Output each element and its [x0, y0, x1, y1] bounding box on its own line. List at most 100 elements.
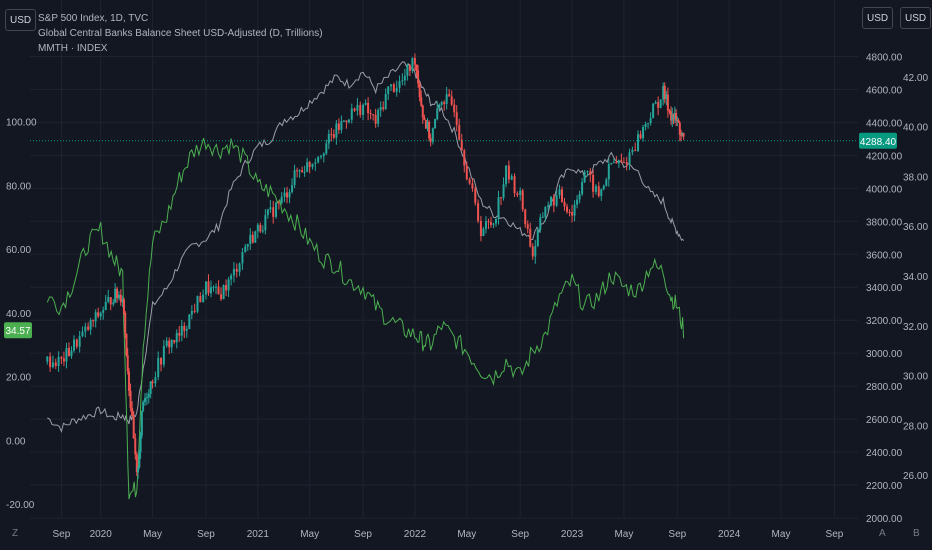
sp500-candle-body	[119, 294, 122, 303]
sp500-candle-body	[364, 102, 367, 105]
legend-mmth[interactable]: MMTH · INDEX	[38, 43, 108, 54]
sp500-candle-body	[81, 331, 84, 337]
sp500-candle-body	[465, 165, 468, 180]
sp500-candle-body	[225, 285, 228, 291]
sp500-candle-body	[94, 312, 97, 322]
sp500-candle-body	[589, 171, 592, 175]
sp500-candle-body	[49, 356, 52, 368]
sp500-candle-body	[212, 287, 215, 289]
sp500-candle-body	[311, 163, 314, 167]
sp500-candle-body	[474, 188, 477, 204]
sp500-candle-body	[293, 170, 296, 186]
sp500-candle-body	[215, 286, 218, 288]
sp500-candle-body	[129, 390, 132, 408]
x-tick-label: Sep	[53, 529, 71, 540]
legend-balance-sheet[interactable]: Global Central Banks Balance Sheet USD-A…	[38, 28, 323, 39]
price-tick-label: 4200.00	[866, 151, 903, 162]
sp500-candle-body	[671, 114, 674, 121]
left-tick-label: 20.00	[6, 373, 31, 384]
sp500-candle-body	[147, 393, 150, 398]
legend: S&P 500 Index, 1D, TVC Global Central Ba…	[38, 11, 323, 56]
sp500-candle-body	[227, 279, 230, 291]
sp500-candle-body	[468, 179, 471, 184]
sp500-candle-body	[631, 149, 634, 153]
sp500-candle-body	[531, 246, 534, 257]
sp500-candle-body	[495, 218, 498, 224]
sp500-candle-body	[145, 397, 148, 399]
sp500-candle-body	[536, 229, 539, 246]
sp500-candle-body	[204, 281, 207, 295]
auto-scale-button[interactable]: A	[879, 528, 886, 539]
zoom-toggle-button[interactable]: Z	[12, 528, 19, 539]
sp500-candle-body	[654, 102, 657, 104]
price-tick-label: 3600.00	[866, 250, 903, 261]
sp500-candle-body	[241, 252, 244, 264]
sp500-candle-body	[507, 165, 510, 180]
sp500-candle-body	[235, 268, 238, 272]
sp500-candle-body	[244, 246, 247, 253]
price-tick-label: 2800.00	[866, 382, 903, 393]
grid	[30, 0, 858, 519]
left-tick-label: -20.00	[6, 500, 35, 511]
left-tick-label: 100.00	[6, 118, 37, 129]
sp500-candle-body	[682, 133, 685, 137]
sp500-candle-body	[140, 410, 143, 436]
sp500-candle-body	[489, 222, 492, 225]
sp500-candle-body	[303, 171, 306, 173]
sp500-candle-body	[238, 263, 241, 272]
sp500-candle-body	[277, 202, 280, 204]
sp500-candle-body	[597, 186, 600, 197]
sp500-candle-body	[127, 371, 130, 391]
sp500-candle-body	[408, 64, 411, 71]
sp500-candle-body	[560, 189, 563, 202]
sp500-candle-body	[306, 162, 309, 172]
price-tick-label: 2200.00	[866, 481, 903, 492]
price-tags: 4288.40 34.57	[4, 132, 897, 339]
sp500-candle-body	[374, 114, 377, 124]
sp500-candle-body	[549, 196, 552, 206]
sp500-candle-body	[168, 340, 171, 348]
sp500-candle-body	[301, 170, 304, 173]
sp500-candle-body	[620, 160, 623, 162]
sp500-candle-body	[434, 119, 437, 129]
sp500-candle-body	[269, 207, 272, 210]
sp500-candle-body	[581, 181, 584, 195]
price-tick-label: 3800.00	[866, 217, 903, 228]
sp500-candle-body	[149, 381, 152, 394]
sp500-candle-body	[479, 220, 482, 237]
sp500-candle-body	[314, 162, 317, 164]
sp500-candle-body	[249, 234, 252, 244]
sp500-candle-body	[209, 287, 212, 294]
sp500-candle-body	[398, 81, 401, 88]
legend-title[interactable]: S&P 500 Index, 1D, TVC	[38, 13, 149, 24]
sp500-candle-body	[642, 126, 645, 139]
sp500-candle-body	[199, 296, 202, 303]
sp500-candle-body	[583, 172, 586, 182]
sp500-candle-body	[62, 358, 65, 362]
sp500-candle-body	[541, 216, 544, 218]
sp500-candle-body	[350, 108, 353, 120]
sp500-candle-body	[436, 108, 439, 120]
currency-button-right-inner[interactable]: USD	[862, 7, 894, 29]
currency-button-left[interactable]: USD	[5, 9, 37, 31]
sp500-candle-body	[72, 339, 75, 351]
sp500-candle-body	[637, 134, 640, 151]
sp500-candle-body	[46, 356, 49, 362]
sp500-candle-body	[356, 104, 359, 111]
sp500-candle-body	[406, 64, 409, 76]
sp500-candle-body	[460, 139, 463, 151]
sp500-candle-body	[521, 190, 524, 210]
mmth-last-tag-label: 34.57	[5, 326, 30, 337]
sp500-candle-body	[272, 207, 275, 217]
sp500-candle-body	[526, 224, 529, 229]
sp500-candle-body	[134, 438, 137, 455]
sp500-candle-body	[458, 124, 461, 140]
sp500-candle-body	[628, 152, 631, 165]
currency-button-right-outer[interactable]: USD	[900, 7, 932, 29]
mmth-line	[46, 137, 685, 500]
balance-scale-button[interactable]: B	[913, 528, 920, 539]
sp500-candle-body	[291, 185, 294, 193]
sp500-candle-body	[421, 105, 424, 118]
sp500-candle-body	[622, 161, 625, 163]
